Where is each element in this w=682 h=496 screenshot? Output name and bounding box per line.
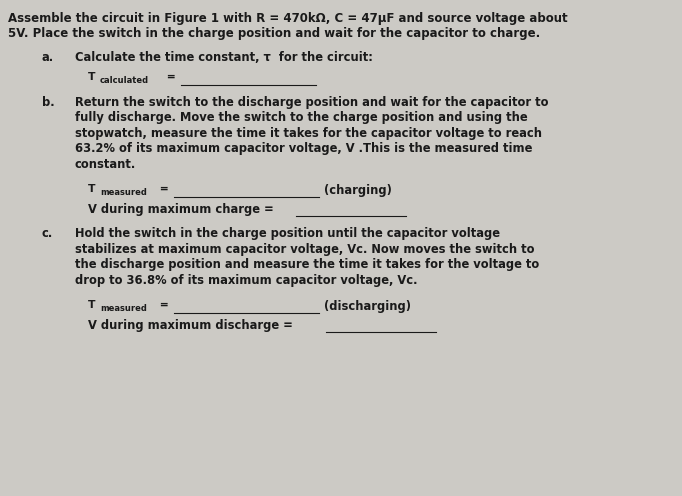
Text: (charging): (charging) — [324, 184, 392, 197]
Text: (discharging): (discharging) — [324, 300, 411, 313]
Text: measured: measured — [100, 188, 147, 197]
Text: fully discharge. Move the switch to the charge position and using the: fully discharge. Move the switch to the … — [75, 111, 528, 124]
Text: T: T — [88, 72, 95, 82]
Text: constant.: constant. — [75, 158, 136, 171]
Text: T: T — [88, 300, 95, 310]
Text: 5V. Place the switch in the charge position and wait for the capacitor to charge: 5V. Place the switch in the charge posit… — [8, 27, 540, 41]
Text: =: = — [156, 184, 168, 194]
Text: the discharge position and measure the time it takes for the voltage to: the discharge position and measure the t… — [75, 258, 539, 271]
Text: b.: b. — [42, 96, 55, 109]
Text: c.: c. — [42, 228, 53, 241]
Text: Hold the switch in the charge position until the capacitor voltage: Hold the switch in the charge position u… — [75, 228, 500, 241]
Text: stopwatch, measure the time it takes for the capacitor voltage to reach: stopwatch, measure the time it takes for… — [75, 126, 542, 140]
Text: Calculate the time constant, τ  for the circuit:: Calculate the time constant, τ for the c… — [75, 51, 373, 64]
Text: stabilizes at maximum capacitor voltage, Vc. Now moves the switch to: stabilizes at maximum capacitor voltage,… — [75, 243, 535, 256]
Text: Assemble the circuit in Figure 1 with R = 470kΩ, C = 47μF and source voltage abo: Assemble the circuit in Figure 1 with R … — [8, 12, 567, 25]
Text: measured: measured — [100, 305, 147, 313]
Text: drop to 36.8% of its maximum capacitor voltage, Vc.: drop to 36.8% of its maximum capacitor v… — [75, 274, 417, 287]
Text: 63.2% of its maximum capacitor voltage, V⁣ .This is the measured time: 63.2% of its maximum capacitor voltage, … — [75, 142, 533, 155]
Text: T: T — [88, 184, 95, 194]
Text: =: = — [163, 72, 176, 82]
Text: calculated: calculated — [100, 76, 149, 85]
Text: V⁣ during maximum discharge =: V⁣ during maximum discharge = — [88, 319, 293, 332]
Text: Return the switch to the discharge position and wait for the capacitor to: Return the switch to the discharge posit… — [75, 96, 548, 109]
Text: a.: a. — [42, 51, 54, 64]
Text: =: = — [156, 300, 168, 310]
Text: V⁣ during maximum charge =: V⁣ during maximum charge = — [88, 203, 273, 216]
